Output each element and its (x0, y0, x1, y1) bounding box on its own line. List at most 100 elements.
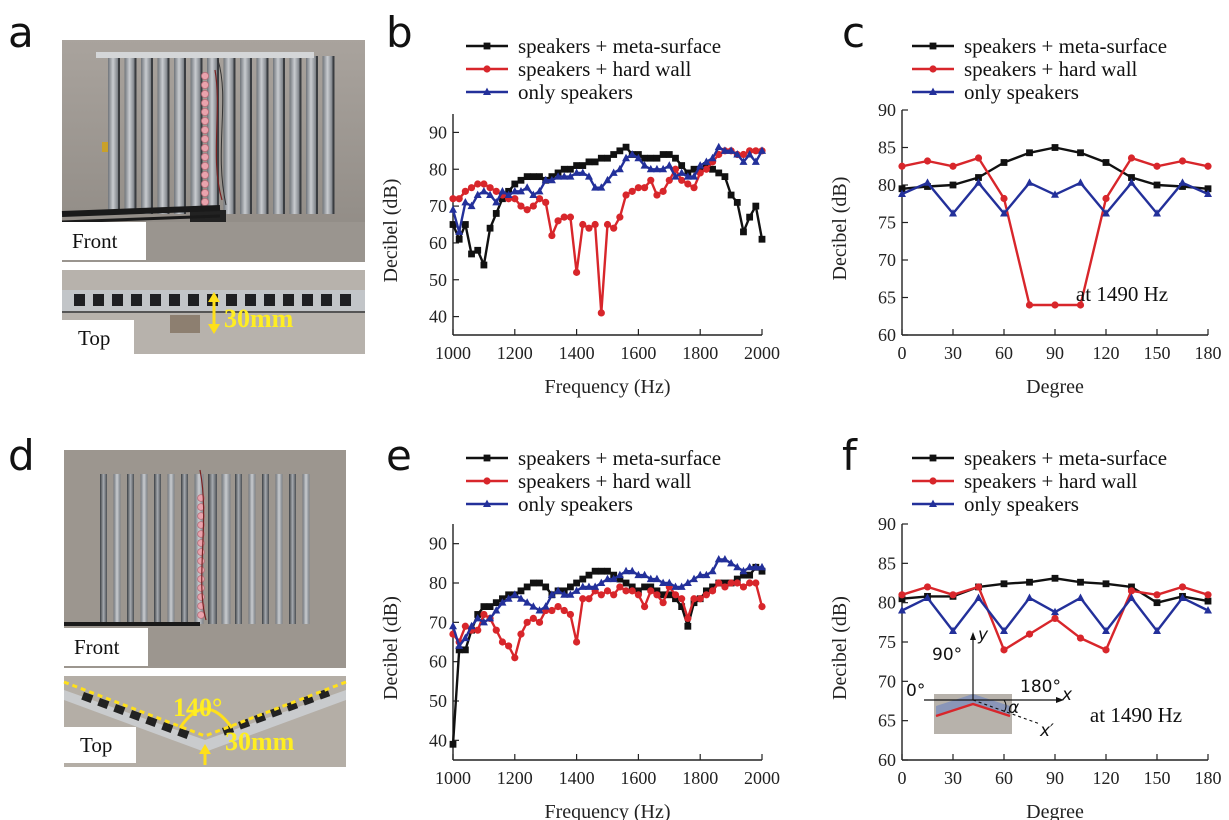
data-point (573, 162, 580, 169)
data-point (516, 186, 525, 195)
x-tick-label: 90 (1046, 343, 1064, 363)
data-point (585, 224, 593, 232)
x-axis-title: Frequency (Hz) (544, 801, 670, 820)
data-point (567, 583, 574, 591)
series-line (901, 146, 1209, 190)
data-point (492, 210, 500, 217)
data-point (628, 187, 636, 195)
series-1 (449, 579, 766, 662)
data-point (486, 603, 494, 610)
data-point (467, 621, 476, 630)
data-point (517, 587, 525, 595)
legend-swatch-marker (929, 87, 937, 95)
x-tick-label: 180 (1195, 343, 1222, 363)
data-point (702, 570, 711, 579)
data-point (727, 146, 736, 154)
legend-swatch-marker (483, 454, 491, 462)
x-tick-label: 120 (1093, 343, 1120, 363)
x-tick-label: 1000 (435, 768, 471, 788)
data-point (672, 595, 679, 603)
data-point (1025, 630, 1034, 638)
data-point (511, 654, 519, 662)
data-point (696, 595, 704, 603)
data-point (1051, 614, 1059, 623)
data-point (492, 187, 500, 195)
data-point (1026, 578, 1033, 586)
data-point (610, 151, 618, 158)
legend-entry: only speakers (912, 492, 1079, 516)
data-point (665, 591, 673, 599)
series-2 (898, 178, 1212, 217)
data-point (479, 186, 488, 195)
data-point (1153, 626, 1161, 634)
y-tick-label: 60 (878, 325, 896, 345)
data-point (541, 175, 550, 184)
data-point (480, 603, 488, 610)
y-tick-label: 70 (878, 671, 896, 691)
data-point (542, 198, 550, 206)
data-point (746, 579, 754, 587)
data-point (616, 147, 624, 155)
data-point (758, 603, 766, 611)
data-point (511, 195, 519, 203)
data-point (616, 575, 624, 583)
photo-d-angle-label: 140° (173, 693, 222, 722)
x-tick-label: 1800 (682, 343, 718, 363)
chart-f: f 60 65 70 75 80 85 90 0 30 60 90 120 150 180 Degree Dec… (829, 431, 1222, 820)
x-tick-label: 1800 (682, 768, 718, 788)
data-point (616, 213, 624, 221)
data-point (547, 175, 556, 184)
data-point (1000, 159, 1008, 166)
x-tick-label: 0 (898, 343, 907, 363)
data-point (733, 150, 742, 158)
data-point (536, 579, 543, 587)
chart-c: c 60 65 70 75 80 85 90 0 30 60 90 120 150 180 Degree Dec… (829, 8, 1222, 398)
panel-label-a: a (8, 8, 34, 57)
legend-swatch-marker (929, 42, 937, 50)
y-tick-label: 90 (429, 534, 447, 554)
data-point (461, 646, 469, 654)
inset-diagram: 90° 0° 180° y x x′ α (906, 625, 1073, 741)
data-point (640, 161, 649, 169)
data-point (746, 213, 754, 221)
data-point (1077, 149, 1084, 157)
x-tick-label: 1400 (559, 768, 595, 788)
data-point (739, 150, 748, 159)
legend-entry: only speakers (466, 492, 633, 516)
data-point (467, 201, 476, 210)
data-point (628, 583, 636, 591)
y-tick-label: 75 (878, 213, 896, 233)
data-point (1102, 209, 1110, 217)
data-point (1025, 178, 1034, 186)
data-point (1051, 301, 1059, 309)
data-point (702, 591, 710, 599)
data-point (461, 187, 469, 195)
x-tick-label: 1600 (620, 768, 656, 788)
data-point (517, 630, 525, 638)
data-point (498, 638, 507, 646)
data-point (1102, 159, 1110, 166)
data-point (1153, 599, 1161, 607)
data-point (510, 590, 519, 598)
y-tick-label: 85 (878, 138, 896, 158)
data-point (758, 567, 766, 575)
data-point (517, 176, 525, 184)
data-point (949, 591, 957, 599)
data-point (727, 558, 736, 567)
y-tick-label: 75 (878, 632, 896, 652)
data-point (603, 175, 612, 184)
data-point (622, 587, 630, 595)
data-point (615, 164, 624, 173)
y-tick-label: 40 (429, 307, 447, 327)
data-point (751, 562, 760, 571)
data-point (898, 162, 906, 170)
data-point (548, 231, 556, 240)
data-point (1051, 144, 1059, 151)
data-point (709, 583, 716, 591)
data-point (542, 583, 550, 591)
data-point (622, 191, 630, 199)
series-1 (898, 154, 1212, 309)
data-point (486, 190, 495, 199)
data-point (678, 603, 686, 610)
data-point (455, 641, 464, 649)
